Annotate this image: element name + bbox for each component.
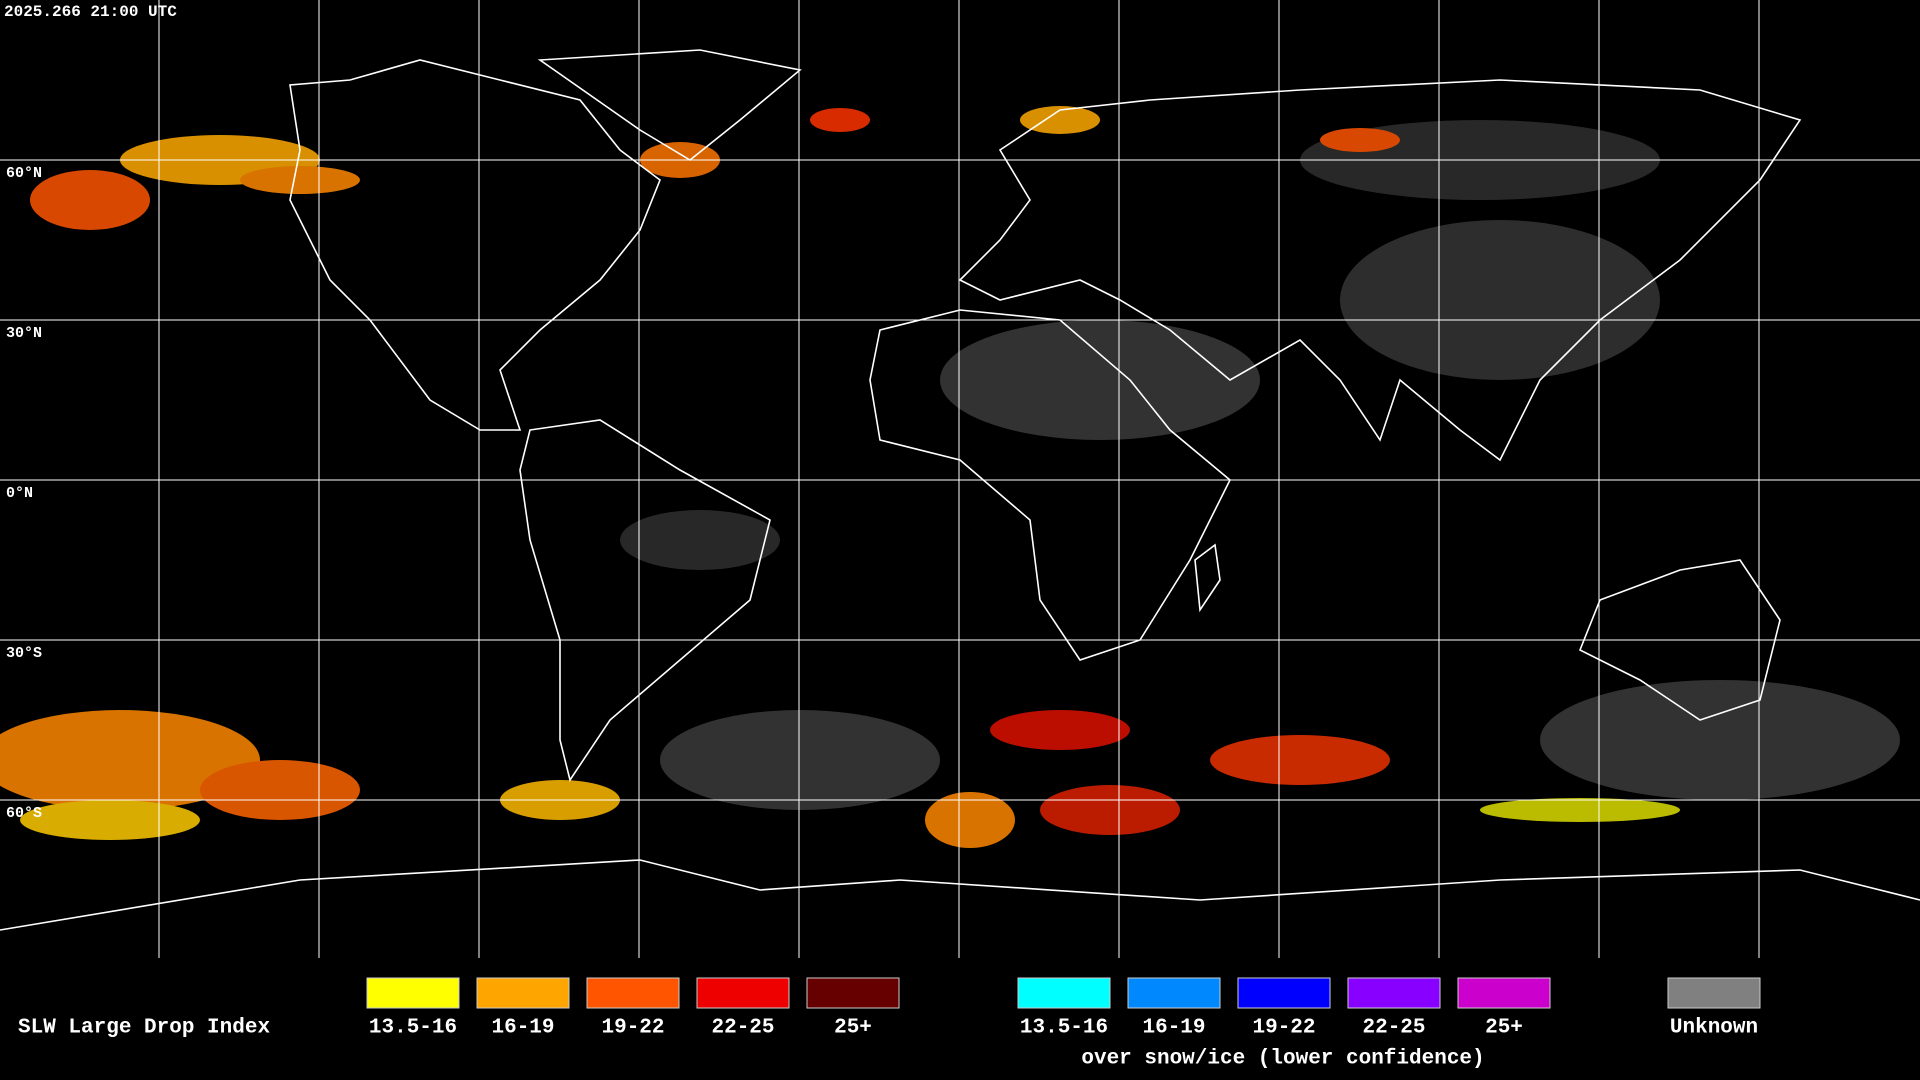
legend-label: 13.5-16 — [369, 1017, 457, 1040]
legend-label: 22-25 — [1362, 1017, 1425, 1040]
legend-swatch — [1237, 977, 1331, 1009]
legend-label: 25+ — [834, 1017, 872, 1040]
legend-label: 19-22 — [601, 1017, 664, 1040]
graticule — [0, 0, 1920, 958]
legend-swatch — [1457, 977, 1551, 1009]
lat-label: 0°N — [6, 485, 33, 502]
legend-swatch — [1347, 977, 1441, 1009]
legend-swatch — [586, 977, 680, 1009]
legend-swatch — [1667, 977, 1761, 1009]
cloud-field — [0, 106, 1900, 848]
legend-note: over snow/ice (lower confidence) — [1081, 1048, 1484, 1071]
lat-label: 30°N — [6, 325, 42, 342]
legend-swatch — [696, 977, 790, 1009]
lat-label: 60°S — [6, 805, 42, 822]
legend-label: 25+ — [1485, 1017, 1523, 1040]
legend-label: 19-22 — [1252, 1017, 1315, 1040]
coastlines — [0, 49, 1920, 931]
legend-title: SLW Large Drop Index — [18, 1017, 270, 1040]
lat-label: 60°N — [6, 165, 42, 182]
timestamp: 2025.266 21:00 UTC — [4, 3, 177, 21]
legend-swatch — [1127, 977, 1221, 1009]
legend-label: 16-19 — [1142, 1017, 1205, 1040]
legend-swatch — [476, 977, 570, 1009]
lat-label: 30°S — [6, 645, 42, 662]
legend-swatch — [366, 977, 460, 1009]
legend-label: Unknown — [1670, 1017, 1758, 1040]
legend-swatch — [1017, 977, 1111, 1009]
legend-panel — [0, 960, 1920, 1080]
legend-swatch — [806, 977, 900, 1009]
legend-label: 16-19 — [491, 1017, 554, 1040]
legend-label: 13.5-16 — [1020, 1017, 1108, 1040]
legend-label: 22-25 — [711, 1017, 774, 1040]
